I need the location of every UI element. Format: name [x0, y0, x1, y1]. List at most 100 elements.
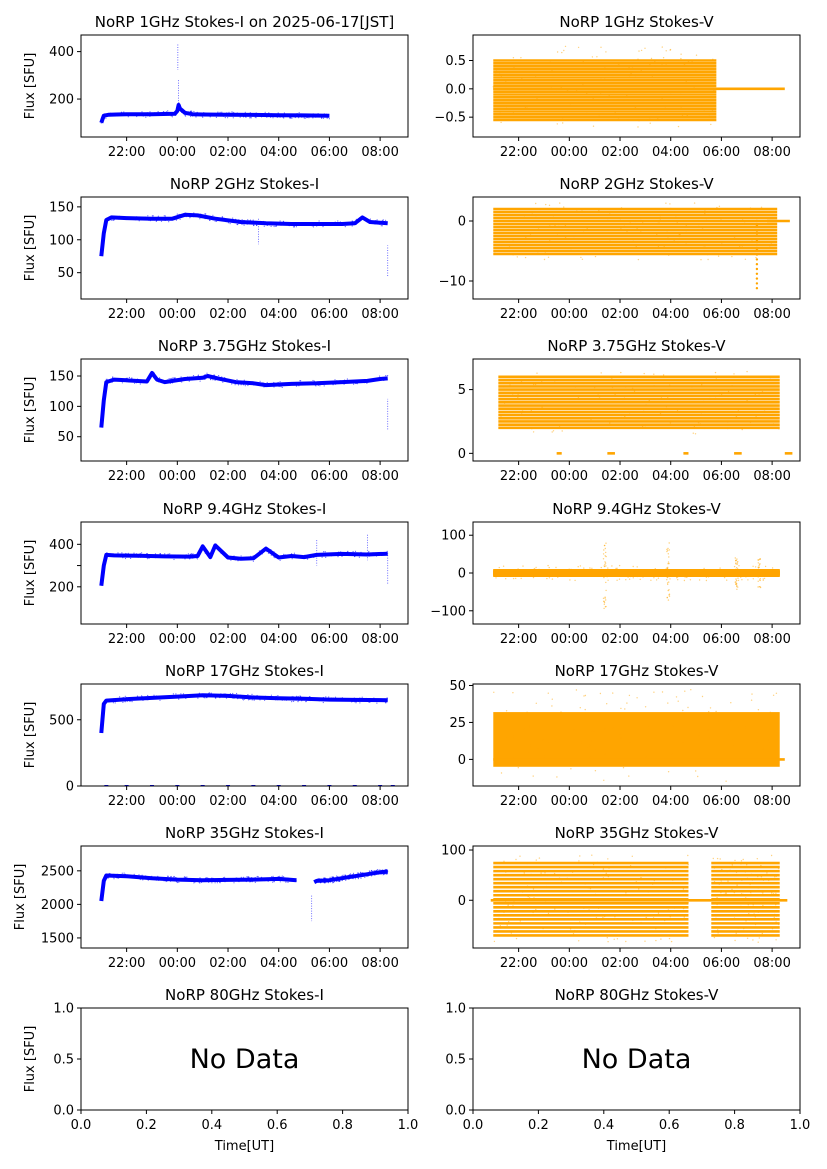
data-point [319, 878, 321, 880]
data-point [740, 860, 743, 862]
data-point [531, 212, 533, 214]
data-point [153, 219, 155, 221]
data-point [733, 373, 735, 375]
data-point [367, 220, 369, 222]
data-point [350, 221, 352, 223]
data-point [174, 556, 176, 558]
data-point [312, 222, 314, 224]
data-point [121, 112, 123, 114]
data-point [628, 67, 630, 69]
data-point [130, 877, 133, 879]
x-tick-label: 06:00 [703, 956, 740, 971]
data-point [498, 751, 500, 754]
data-point [220, 693, 222, 695]
data-point [750, 873, 753, 876]
data-point [161, 113, 163, 115]
data-point [603, 600, 605, 603]
data-point [175, 877, 177, 879]
data-point [196, 878, 198, 880]
data-point [536, 882, 538, 884]
data-point [319, 553, 321, 556]
data-point [671, 753, 674, 756]
data-point [263, 220, 265, 223]
data-point [667, 237, 669, 239]
data-point [293, 226, 296, 228]
data-point [179, 109, 181, 112]
data-point [634, 106, 637, 108]
data-point [362, 379, 364, 382]
data-point [731, 255, 733, 258]
data-point [162, 112, 164, 114]
data-point [113, 878, 115, 880]
data-point [190, 554, 192, 556]
y-tick-label: 0.0 [445, 82, 466, 97]
data-point [231, 383, 233, 385]
data-point [509, 866, 512, 868]
data-point [157, 379, 160, 381]
data-point [324, 882, 327, 884]
data-point [232, 692, 234, 695]
data-point [149, 557, 151, 559]
data-point [495, 101, 497, 104]
data-point [497, 569, 500, 572]
data-point [106, 699, 108, 701]
data-point [175, 379, 177, 381]
data-point [229, 693, 231, 695]
data-point [104, 879, 106, 881]
data-point [719, 870, 722, 873]
data-point [768, 739, 770, 741]
data-point [661, 97, 663, 100]
axes-frame [80, 845, 409, 949]
data-point [189, 558, 191, 560]
data-point [164, 553, 166, 555]
data-point [123, 218, 125, 220]
data-point [551, 698, 553, 700]
data-point [559, 202, 561, 204]
data-point [256, 875, 258, 878]
data-point [238, 222, 240, 224]
data-point [752, 904, 754, 906]
data-point [211, 552, 213, 554]
data-point [705, 113, 707, 115]
data-point [369, 699, 371, 701]
data-point [699, 423, 701, 425]
data-point [587, 747, 589, 749]
data-point [512, 116, 515, 119]
data-point [528, 752, 530, 754]
data-point [294, 554, 296, 556]
data-point [737, 409, 739, 411]
data-point [131, 555, 133, 557]
data-point [141, 696, 143, 698]
data-point [254, 557, 256, 559]
data-point [740, 893, 743, 895]
data-point [517, 568, 519, 570]
data-point [311, 225, 313, 227]
data-point [146, 878, 148, 880]
data-point [318, 220, 320, 222]
data-point [668, 254, 670, 256]
data-point [293, 700, 295, 703]
data-point [163, 877, 165, 879]
data-point [609, 422, 611, 424]
data-point [186, 376, 189, 378]
data-point [318, 114, 320, 116]
data-point [276, 116, 279, 118]
data-point [277, 223, 279, 225]
data-point [376, 869, 378, 872]
data-point [706, 571, 709, 573]
data-point [768, 879, 770, 882]
data-point [171, 382, 174, 384]
data-point [240, 384, 242, 386]
data-point [167, 381, 169, 383]
data-point [704, 245, 706, 247]
data-point [225, 693, 227, 695]
data-point [256, 224, 258, 226]
data-point [774, 876, 776, 878]
data-point [741, 579, 743, 581]
y-axis-label: Flux [SFU] [23, 377, 38, 444]
data-point [534, 75, 537, 77]
data-point [758, 565, 760, 567]
data-point [246, 876, 248, 878]
data-point [266, 224, 268, 226]
